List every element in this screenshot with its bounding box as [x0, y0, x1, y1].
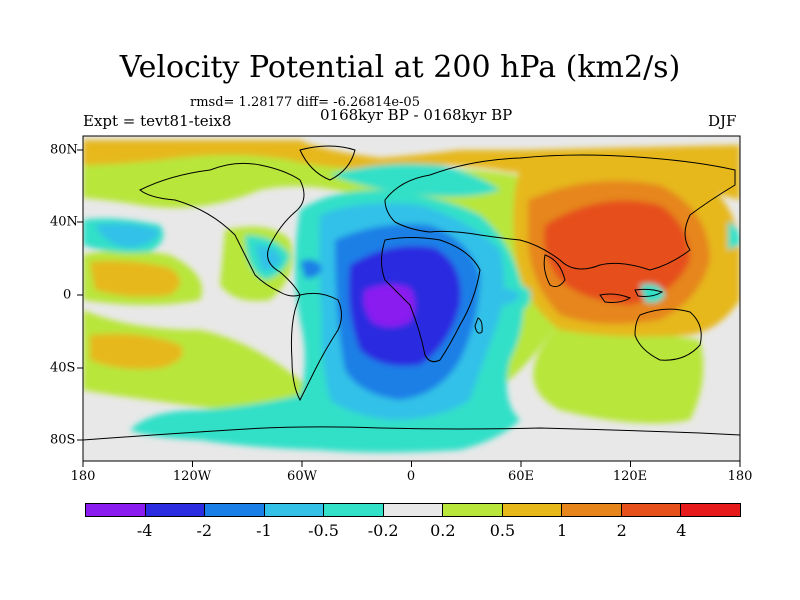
contour-lightblue-westpac	[95, 223, 160, 248]
colorbar-label: -2	[196, 521, 213, 540]
contour-redorange-asia	[544, 200, 690, 305]
colorbar-label: -0.5	[308, 521, 339, 540]
contour-teal-westpac	[640, 283, 665, 303]
lat-tick-label: 40S	[50, 360, 76, 376]
colorbar-label: 4	[676, 521, 687, 540]
contour-gold-pacific	[90, 260, 180, 297]
colorbar-swatch	[562, 504, 622, 516]
colorbar-swatch	[205, 504, 265, 516]
colorbar-label: -1	[256, 521, 272, 540]
colorbar-label: 0.2	[430, 521, 456, 540]
tick-marks	[77, 149, 741, 467]
colorbar-swatch	[264, 504, 325, 516]
contour-blue-ring	[300, 259, 322, 279]
coastline-africa	[381, 237, 481, 363]
period-label: 0168kyr BP - 0168kyr BP	[320, 106, 513, 124]
colorbar-swatch	[681, 504, 741, 516]
colorbar-label: -0.2	[367, 521, 399, 540]
contour-lightblue-namerica	[255, 245, 282, 271]
contour-teal-edge-e	[728, 222, 740, 250]
lon-tick-label: 180	[70, 469, 96, 484]
colorbar	[85, 503, 741, 517]
contour-lightblue-indian	[492, 288, 520, 305]
lon-tick-label: 120E	[612, 469, 648, 484]
coastline-eurasia	[384, 154, 736, 271]
lon-tick-label: 0	[406, 469, 416, 484]
lat-tick-label: 80N	[50, 142, 78, 158]
contour-purple-africa	[363, 284, 415, 327]
experiment-label: Expt = tevt81-teix8	[83, 112, 232, 130]
colorbar-swatch	[145, 504, 206, 516]
colorbar-swatch	[86, 504, 146, 516]
coastline-india	[543, 254, 566, 288]
lat-tick-label: 80S	[50, 432, 76, 448]
contour-gold-southpac	[90, 333, 183, 369]
colorbar-swatch	[324, 504, 384, 516]
stats-text: rmsd= 1.28177 diff= -6.26814e-05	[190, 95, 420, 110]
lon-tick-label: 60E	[507, 469, 535, 484]
season-label: DJF	[708, 112, 737, 130]
contour-field	[83, 136, 740, 461]
coastline-indonesia	[599, 288, 664, 303]
contour-yellowgreen-se	[533, 320, 704, 424]
coastline-north-america	[139, 162, 305, 297]
colorbar-label: 0.5	[489, 521, 516, 540]
figure-title: Velocity Potential at 200 hPa (km2/s)	[119, 50, 681, 85]
coastline-greenland	[299, 145, 356, 181]
lat-tick-label: 40N	[50, 214, 78, 230]
lat-tick-label: 0	[63, 287, 72, 303]
coastline-madagascar	[474, 317, 483, 334]
lon-tick-label: 180	[727, 469, 753, 484]
colorbar-swatch	[621, 504, 682, 516]
contour-teal-north	[330, 163, 500, 197]
coastline-australia	[634, 308, 702, 361]
coastline-south-america	[290, 292, 342, 402]
colorbar-swatch	[443, 504, 503, 516]
lon-tick-label: 60W	[287, 469, 317, 484]
colorbar-label: 2	[616, 521, 627, 540]
colorbar-label: -4	[136, 521, 153, 540]
colorbar-label: 1	[556, 521, 568, 540]
coastline-antarctica	[83, 426, 740, 441]
colorbar-swatch	[502, 504, 563, 516]
colorbar-swatch	[383, 504, 444, 516]
lon-tick-label: 120W	[172, 469, 212, 484]
coastlines	[83, 145, 740, 441]
